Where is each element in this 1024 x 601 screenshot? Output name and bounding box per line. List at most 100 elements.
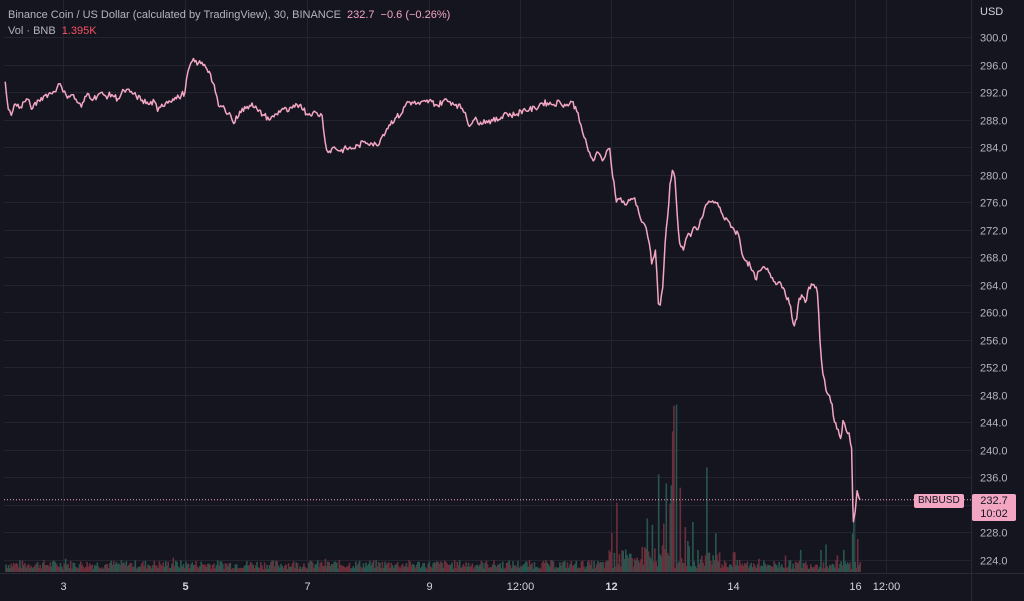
volume-bar <box>551 560 554 572</box>
volume-bar <box>329 565 332 572</box>
volume-bar <box>580 561 583 572</box>
volume-bar <box>386 562 389 572</box>
volume-bar <box>619 566 622 572</box>
volume-bar <box>170 567 172 572</box>
volume-bar <box>469 566 471 572</box>
volume-bar <box>684 527 687 572</box>
volume-bar <box>504 567 507 572</box>
volume-bar <box>725 562 727 572</box>
volume-bar <box>532 569 535 572</box>
volume-bar <box>531 563 533 572</box>
volume-bar <box>673 405 675 572</box>
volume-bar <box>213 563 215 572</box>
volume-bar <box>196 566 199 572</box>
volume-bar <box>583 566 585 572</box>
x-tick-label: 12:00 <box>507 581 535 593</box>
volume-bar <box>429 566 432 572</box>
volume-bar <box>664 549 666 572</box>
volume-bar <box>642 564 645 572</box>
volume-bar <box>693 561 695 572</box>
volume-bar <box>29 567 31 572</box>
volume-bar <box>778 562 780 572</box>
volume-bar <box>718 552 721 572</box>
volume-bar <box>659 554 661 572</box>
volume-bar <box>606 560 608 572</box>
volume-bar <box>322 565 324 572</box>
volume-bar <box>105 564 107 572</box>
volume-bar <box>628 553 631 572</box>
x-tick-label: 9 <box>426 581 432 593</box>
volume-bar <box>149 566 152 572</box>
volume-bar <box>765 566 768 572</box>
volume-bar <box>455 567 457 572</box>
volume-bar <box>630 553 632 572</box>
volume-bar <box>652 561 655 572</box>
volume-bar <box>205 566 208 572</box>
volume-bar <box>737 565 740 572</box>
volume-bar <box>505 562 508 572</box>
volume-bar <box>152 564 154 572</box>
volume-bar <box>318 566 320 572</box>
volume-bar <box>760 565 763 572</box>
volume-bar <box>678 561 680 572</box>
last-price-legend: 232.7 <box>347 9 375 21</box>
volume-bar <box>595 564 598 572</box>
volume-bar <box>371 562 374 572</box>
volume-bar <box>159 564 162 572</box>
currency-label[interactable]: USD <box>980 6 1004 18</box>
volume-bar <box>112 561 115 572</box>
volume-bar <box>641 547 644 572</box>
last-price-tag: 232.7 10:02 <box>972 494 1016 521</box>
volume-bar <box>476 564 479 572</box>
volume-bar <box>208 563 210 572</box>
volume-bar <box>598 563 600 572</box>
volume-bar <box>593 560 595 572</box>
volume-bar <box>43 560 45 572</box>
volume-bar <box>813 566 816 572</box>
volume-bar <box>810 564 812 572</box>
volume-bar <box>466 566 469 572</box>
volume-bar <box>548 566 551 572</box>
volume-bar <box>587 561 589 572</box>
volume-bar <box>132 567 134 572</box>
volume-bar <box>15 563 17 572</box>
volume-bar <box>286 569 289 572</box>
volume-bar <box>576 568 579 572</box>
volume-bar <box>47 564 49 572</box>
volume-bar <box>770 566 773 572</box>
volume-bar <box>661 545 664 572</box>
volume-bar <box>712 555 714 572</box>
volume-bar <box>156 565 158 572</box>
volume-bar <box>854 561 856 572</box>
volume-bar <box>574 563 576 572</box>
volume-bar <box>380 568 382 572</box>
y-tick-label: 272.0 <box>980 226 1008 238</box>
volume-bar <box>39 564 41 572</box>
volume-bar <box>384 561 386 572</box>
volume-bar <box>17 567 20 572</box>
volume-bar <box>856 539 859 572</box>
volume-bar <box>171 563 173 572</box>
volume-bar <box>395 564 398 572</box>
volume-bar <box>452 568 455 572</box>
volume-bar <box>238 568 240 572</box>
volume-bar <box>86 561 88 572</box>
volume-bar <box>570 561 573 572</box>
volume-bar <box>755 567 758 572</box>
volume-bar <box>744 563 746 572</box>
volume-bar <box>837 568 840 572</box>
volume-bar <box>538 567 541 572</box>
volume-bar <box>99 568 101 572</box>
volume-bar <box>713 560 716 572</box>
volume-bar <box>228 563 230 572</box>
volume-bar <box>243 566 246 572</box>
volume-bar <box>510 568 513 572</box>
volume-bar <box>190 564 192 572</box>
volume-bar <box>545 560 547 572</box>
volume-bar <box>334 561 337 572</box>
volume-bar <box>502 561 504 572</box>
volume-bar <box>732 552 735 572</box>
volume-bar <box>546 562 548 572</box>
volume-bar <box>845 564 848 572</box>
